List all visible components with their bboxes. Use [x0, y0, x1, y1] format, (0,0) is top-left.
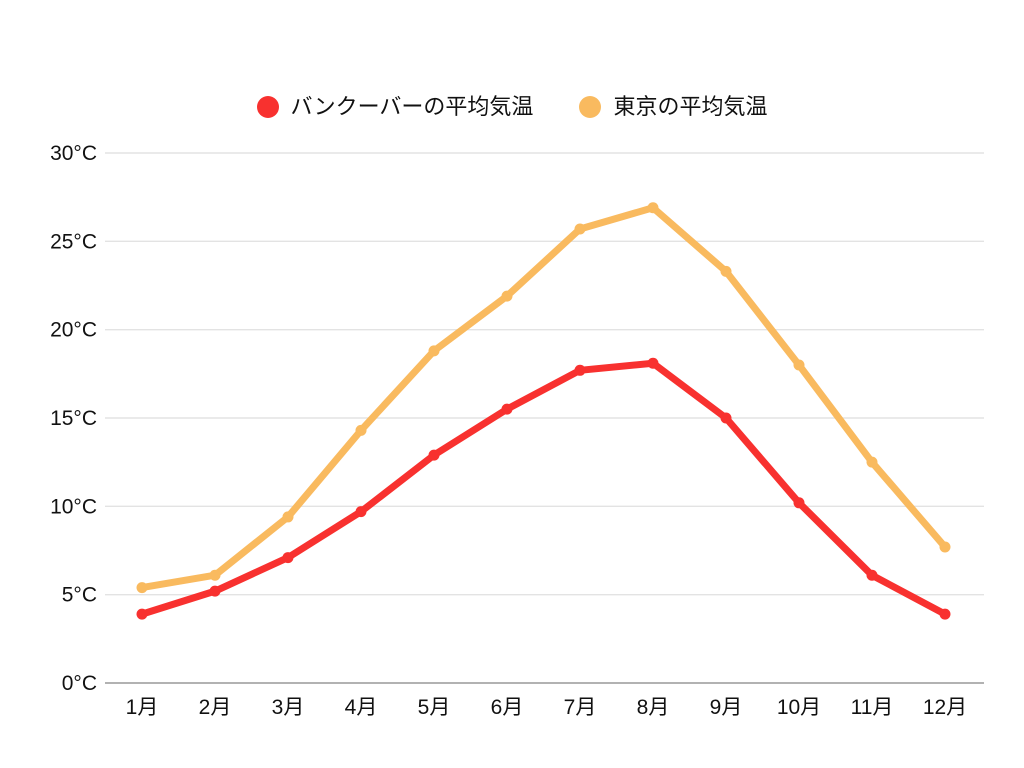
y-tick-label-0: 0°C — [62, 672, 97, 695]
data-point-s1-m10 — [793, 359, 805, 371]
y-tick-label-25: 25°C — [50, 230, 97, 253]
series-line-1 — [138, 204, 949, 592]
x-axis-tick-labels: 1月 2月 3月 4月 5月 6月 7月 8月 9月 10月 11月 12月 — [126, 696, 968, 719]
y-axis-tick-labels: 0°C 5°C 10°C 15°C 20°C 25°C 30°C — [50, 142, 97, 695]
data-point-s1-m11 — [866, 456, 878, 468]
x-tick-label-5: 5月 — [418, 696, 451, 719]
data-point-s0-m1 — [136, 608, 148, 620]
chart-legend: バンクーバーの平均気温 東京の平均気温 — [0, 96, 1024, 118]
vancouver-legend-label: バンクーバーの平均気温 — [290, 94, 534, 119]
y-tick-label-30: 30°C — [50, 142, 97, 165]
data-point-s0-m8 — [647, 357, 659, 369]
data-point-s1-m6 — [501, 290, 513, 302]
y-tick-label-5: 5°C — [62, 584, 97, 607]
data-point-s0-m7 — [574, 364, 586, 376]
data-point-s0-m5 — [428, 449, 440, 461]
data-point-s0-m3 — [282, 552, 294, 564]
data-point-s1-m1 — [136, 582, 148, 594]
x-tick-label-2: 2月 — [199, 696, 232, 719]
y-tick-label-20: 20°C — [50, 319, 97, 342]
y-tick-label-15: 15°C — [50, 407, 97, 430]
tokyo-legend-label: 東京の平均気温 — [613, 94, 768, 119]
x-tick-label-6: 6月 — [491, 696, 524, 719]
vancouver-legend-dot-icon — [256, 96, 279, 118]
data-point-s1-m3 — [282, 511, 294, 523]
x-tick-label-12: 12月 — [923, 696, 967, 719]
data-point-s0-m6 — [501, 403, 513, 415]
data-point-s1-m2 — [209, 569, 221, 581]
data-point-s1-m8 — [647, 202, 659, 214]
x-tick-label-1: 1月 — [126, 696, 159, 719]
legend-item-vancouver: バンクーバーの平均気温 — [256, 94, 534, 119]
x-tick-label-9: 9月 — [710, 696, 743, 719]
data-point-s0-m2 — [209, 585, 221, 597]
data-point-s1-m12 — [939, 541, 951, 553]
series-lines-group — [136, 202, 951, 620]
y-tick-label-10: 10°C — [50, 495, 97, 518]
data-point-s0-m10 — [793, 497, 805, 509]
data-point-s0-m4 — [355, 506, 367, 518]
data-point-s1-m5 — [428, 345, 440, 357]
series-line-0 — [138, 359, 949, 618]
x-tick-label-10: 10月 — [777, 696, 821, 719]
x-tick-label-3: 3月 — [272, 696, 305, 719]
data-point-s0-m11 — [866, 569, 878, 581]
legend-item-tokyo: 東京の平均気温 — [579, 96, 767, 118]
gridlines-group — [105, 152, 984, 684]
data-point-s1-m9 — [720, 265, 732, 277]
x-tick-label-11: 11月 — [851, 696, 894, 719]
x-tick-label-7: 7月 — [564, 696, 597, 719]
tokyo-legend-dot-icon — [579, 96, 602, 118]
x-tick-label-4: 4月 — [345, 696, 378, 719]
data-point-s1-m4 — [355, 424, 367, 436]
x-tick-label-8: 8月 — [637, 696, 670, 719]
data-point-s0-m12 — [939, 608, 951, 620]
data-point-s0-m9 — [720, 412, 732, 424]
data-point-s1-m7 — [574, 223, 586, 235]
